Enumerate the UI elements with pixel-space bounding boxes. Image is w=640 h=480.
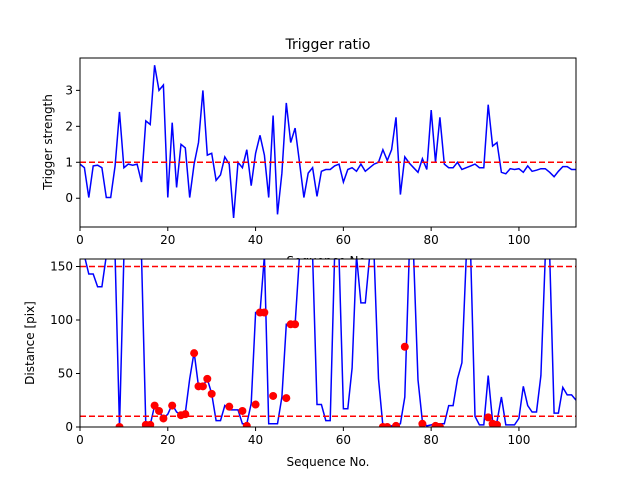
data-point [435,423,444,427]
data-point [146,420,155,427]
data-point [269,391,278,400]
data-point [155,406,164,415]
y-tick-label: 50 [58,366,73,380]
y-axis: 0 50 100 150 [50,259,80,434]
data-point [418,419,427,427]
data-point [198,382,207,391]
x-tick-label: 0 [76,433,84,447]
data-point [115,423,124,427]
data-point [484,413,493,422]
x-tick-label: 100 [507,433,530,447]
y-tick-label: 100 [50,313,73,327]
axes-frame [79,57,577,228]
data-point [260,308,269,317]
y-tick-label: 2 [65,119,73,133]
y-tick-label: 1 [65,155,73,169]
data-point [291,320,300,329]
series-line [80,65,576,219]
distance-chart: 0 20 40 60 80 100 0 50 100 150 Sequence No. Dist… [23,258,577,469]
data-point [207,389,216,398]
data-point [238,406,247,415]
y-tick-label: 150 [50,259,73,273]
plot-area [80,65,576,219]
data-point [190,349,199,358]
x-tick-label: 100 [507,233,530,247]
plot-area [80,259,576,427]
y-tick-label: 0 [65,191,73,205]
data-point [203,374,212,383]
x-tick-label: 40 [248,233,263,247]
data-point [383,423,392,427]
x-axis: 0 20 40 60 80 100 [76,427,530,447]
y-axis-label: Distance [pix] [23,301,37,385]
y-tick-label: 3 [65,83,73,97]
data-point [251,400,260,409]
data-point [400,342,409,351]
data-point [168,401,177,410]
y-axis: 0 1 2 3 [65,83,80,205]
axes-frame [79,258,577,428]
data-point [492,420,501,427]
x-axis-label: Sequence No. [287,455,370,469]
data-point [150,401,159,410]
data-point [282,394,291,403]
x-tick-label: 80 [424,233,439,247]
data-point [159,414,168,423]
x-axis: 0 20 40 60 80 100 [76,227,530,247]
y-axis-label: Trigger strength [41,94,55,191]
x-tick-label: 60 [336,233,351,247]
x-tick-label: 60 [336,433,351,447]
y-tick-label: 0 [65,420,73,434]
data-point [392,421,401,427]
x-tick-label: 0 [76,233,84,247]
x-tick-label: 40 [248,433,263,447]
x-tick-label: 80 [424,433,439,447]
data-point [181,410,190,419]
data-point [225,402,234,411]
x-tick-label: 20 [160,433,175,447]
x-tick-label: 20 [160,233,175,247]
data-point [242,421,251,427]
chart-title: Trigger ratio [284,37,370,53]
